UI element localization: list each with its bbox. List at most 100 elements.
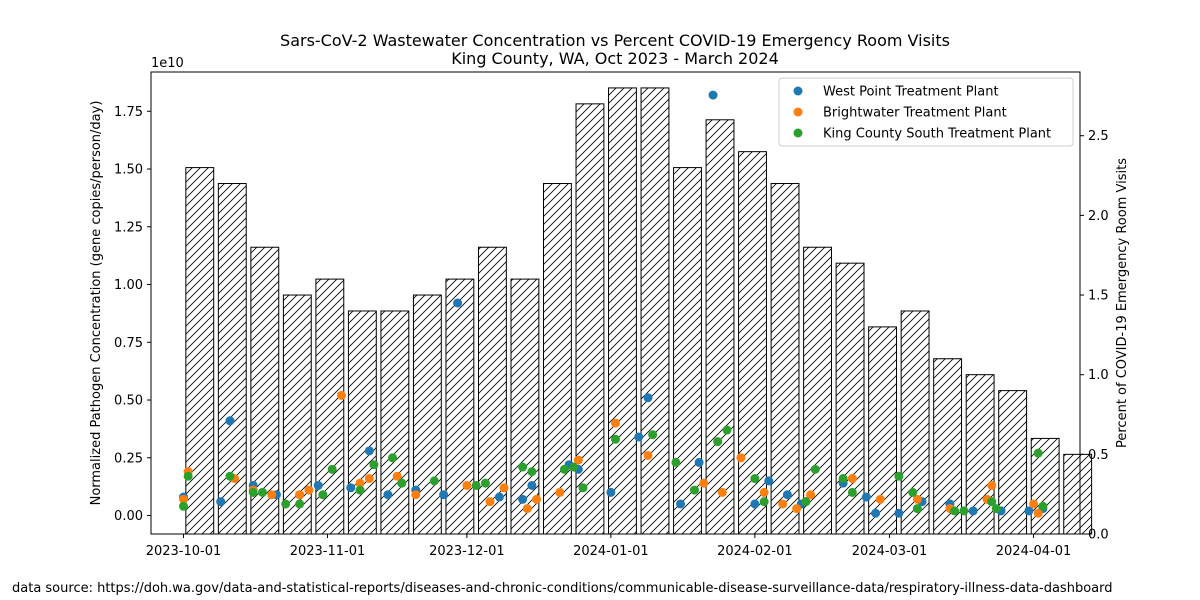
right-tick-label: 2.0: [1088, 209, 1109, 224]
wastewater-point: [216, 497, 226, 507]
wastewater-point: [676, 499, 686, 509]
legend: West Point Treatment Plant Brightwater Tr…: [778, 77, 1074, 147]
wastewater-point: [689, 485, 699, 495]
wastewater-point: [736, 453, 746, 463]
wastewater-point: [643, 393, 653, 403]
chart-subtitle: King County, WA, Oct 2023 - March 2024: [451, 49, 779, 68]
wastewater-point: [1029, 499, 1039, 509]
wastewater-point: [267, 490, 277, 500]
er-visit-bar: [445, 278, 475, 535]
wastewater-point: [671, 457, 681, 467]
left-y-axis-label: Normalized Pathogen Concentration (gene …: [89, 101, 104, 506]
legend-label: Brightwater Treatment Plant: [823, 106, 1007, 121]
wastewater-point: [364, 474, 374, 484]
x-tick-label: 2024-01-01: [573, 544, 649, 559]
wastewater-point: [281, 499, 291, 509]
left-tick-label: 0.25: [114, 451, 143, 466]
wastewater-point: [782, 490, 792, 500]
wastewater-point: [810, 464, 820, 474]
wastewater-point: [968, 506, 978, 516]
right-tick-label: 1.5: [1088, 289, 1109, 304]
er-visit-bar: [770, 183, 800, 535]
er-visit-bar: [543, 183, 572, 535]
wastewater-point: [713, 437, 723, 447]
wastewater-point: [912, 504, 922, 514]
wastewater-point: [648, 430, 658, 440]
wastewater-point: [355, 478, 365, 488]
left-tick-label: 0.50: [114, 394, 143, 409]
wastewater-points: [179, 90, 1048, 518]
wastewater-point: [959, 506, 969, 516]
left-tick-label: 0.00: [114, 509, 143, 524]
wastewater-point: [912, 494, 922, 504]
wastewater-point: [527, 467, 537, 477]
left-axis-multiplier: 1e10: [151, 56, 184, 71]
wastewater-point: [327, 464, 337, 474]
wastewater-point: [750, 474, 760, 484]
wastewater-point: [559, 464, 569, 474]
er-visit-bar: [510, 278, 540, 535]
wastewater-point: [847, 474, 857, 484]
wastewater-point: [522, 504, 532, 514]
wastewater-point: [383, 490, 393, 500]
wastewater-point: [392, 471, 402, 481]
left-tick-label: 1.00: [114, 278, 143, 293]
x-tick-label: 2024-03-01: [852, 544, 928, 559]
chart-title: Sars-CoV-2 Wastewater Concentration vs P…: [280, 31, 950, 50]
wastewater-point: [499, 483, 509, 493]
er-visit-bar: [673, 167, 702, 535]
wastewater-point: [318, 490, 328, 500]
wastewater-point: [838, 474, 848, 484]
wastewater-point: [355, 485, 365, 495]
wastewater-point: [225, 471, 235, 481]
right-tick-label: 0.5: [1088, 448, 1109, 463]
wastewater-point: [313, 480, 323, 490]
wastewater-point: [611, 434, 620, 444]
wastewater-point: [708, 90, 718, 100]
right-tick-label: 2.5: [1088, 129, 1109, 144]
wastewater-point: [611, 418, 620, 428]
wastewater-point: [453, 298, 463, 308]
wastewater-point: [894, 508, 904, 518]
wastewater-point: [801, 497, 811, 507]
left-tick-label: 0.75: [114, 336, 143, 351]
wastewater-point: [1033, 508, 1043, 518]
wastewater-point: [569, 462, 579, 472]
wastewater-point: [369, 460, 379, 470]
wastewater-point: [183, 471, 193, 481]
wastewater-point: [578, 483, 588, 493]
wastewater-point: [792, 504, 802, 514]
x-tick-label: 2023-12-01: [429, 544, 505, 559]
wastewater-point: [1024, 506, 1034, 516]
er-visit-bar: [608, 87, 637, 535]
er-visit-bar: [738, 151, 767, 535]
er-visit-bar: [803, 246, 832, 535]
data-source-note: data source: https://doh.wa.gov/data-and…: [12, 581, 1113, 596]
wastewater-point: [894, 471, 904, 481]
wastewater-point: [295, 490, 305, 500]
wastewater-point: [439, 490, 449, 500]
wastewater-point: [694, 457, 704, 467]
wastewater-point: [722, 425, 732, 435]
wastewater-point: [991, 504, 1001, 514]
wastewater-point: [875, 494, 885, 504]
wastewater-point: [462, 480, 472, 490]
wastewater-point: [606, 487, 616, 497]
er-visit-bars: [185, 87, 1093, 535]
left-tick-label: 1.50: [114, 163, 143, 178]
wastewater-point: [336, 390, 346, 400]
wastewater-point: [518, 462, 528, 472]
left-tick-label: 1.25: [114, 220, 143, 235]
wastewater-point: [429, 476, 439, 486]
wastewater-point: [346, 483, 356, 493]
wastewater-point: [248, 487, 258, 497]
wastewater-point: [485, 497, 495, 507]
wastewater-point: [987, 480, 997, 490]
legend-box: [778, 77, 1074, 147]
er-visit-bar: [380, 310, 410, 535]
plot-frame: [150, 71, 1081, 535]
x-tick-label: 2023-11-01: [290, 544, 366, 559]
wastewater-point: [573, 455, 583, 465]
wastewater-point: [759, 487, 769, 497]
